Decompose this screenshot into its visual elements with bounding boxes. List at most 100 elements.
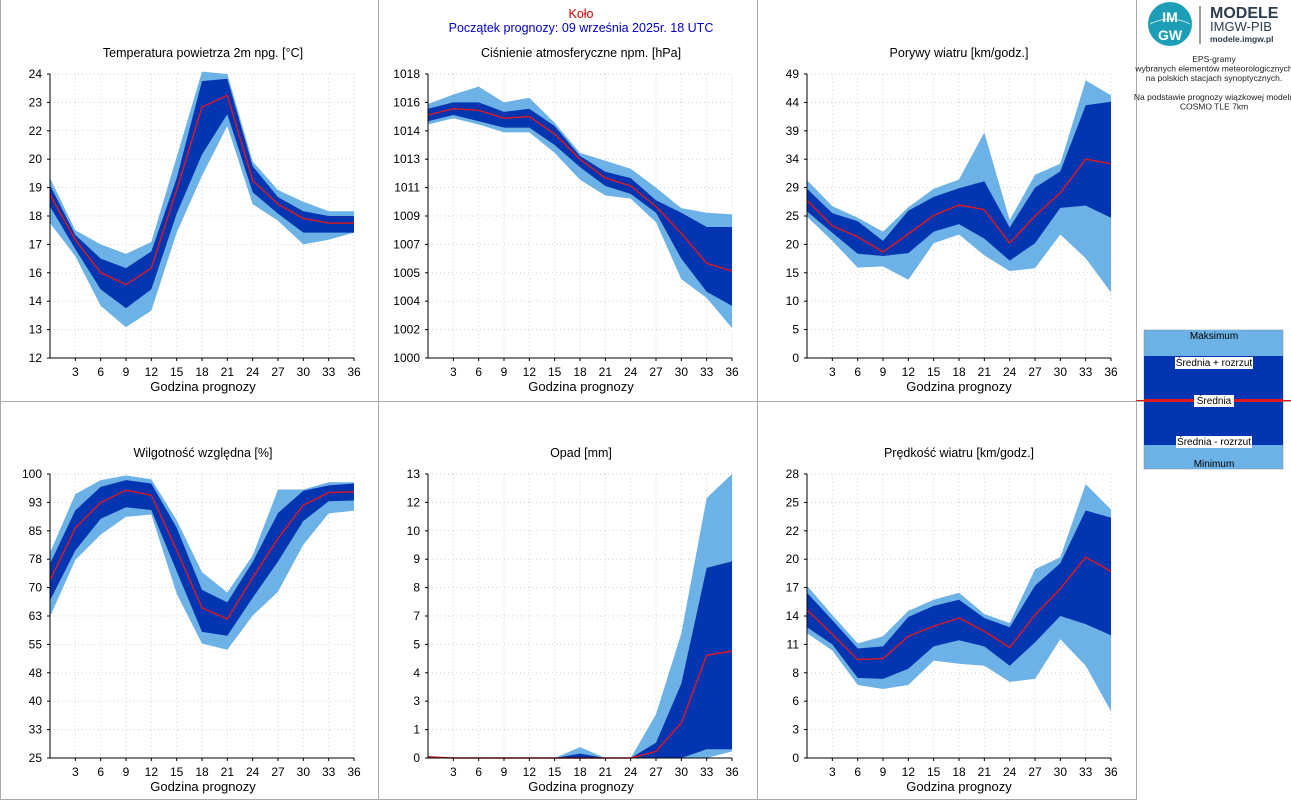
x-tick-label: 12 <box>145 765 159 779</box>
mean-line <box>49 489 355 620</box>
y-tick-label: 6 <box>792 694 799 708</box>
y-tick-label: 33 <box>29 723 43 737</box>
x-tick-label: 12 <box>145 365 159 379</box>
y-tick-label: 25 <box>786 495 800 509</box>
y-tick-label: 0 <box>792 351 799 365</box>
x-tick-label: 3 <box>72 765 79 779</box>
x-tick-label: 3 <box>829 365 836 379</box>
spread-band <box>50 480 354 636</box>
y-tick-label: 1013 <box>393 152 420 166</box>
x-tick-label: 30 <box>1054 365 1068 379</box>
y-tick-label: 10 <box>407 524 421 538</box>
y-tick-label: 13 <box>29 323 43 337</box>
y-tick-label: 7 <box>413 609 420 623</box>
x-tick-label: 15 <box>548 765 562 779</box>
x-tick-label: 9 <box>880 765 887 779</box>
legend: Maksimum Średnia + rozrzut Średnia Średn… <box>1136 329 1291 470</box>
x-tick-label: 21 <box>978 365 992 379</box>
y-tick-label: 44 <box>786 95 800 109</box>
chart-title: Opad [mm] <box>550 446 612 460</box>
y-tick-label: 23 <box>29 95 43 109</box>
legend-mean-plus-label: Średnia + rozrzut <box>1176 356 1253 369</box>
y-tick-label: 22 <box>29 124 43 138</box>
x-tick-label: 24 <box>624 765 638 779</box>
x-tick-label: 21 <box>221 765 235 779</box>
spread-band <box>807 101 1111 261</box>
x-tick-label: 18 <box>195 765 209 779</box>
x-tick-label: 3 <box>450 765 457 779</box>
mean-line <box>806 556 1112 661</box>
y-tick-label: 20 <box>786 237 800 251</box>
mean-line <box>427 107 733 272</box>
y-tick-label: 1007 <box>393 237 420 251</box>
x-tick-label: 15 <box>927 765 941 779</box>
y-tick-label: 0 <box>413 751 420 765</box>
y-tick-label: 3 <box>413 694 420 708</box>
x-tick-label: 24 <box>246 365 260 379</box>
legend-mean-label: Średnia <box>1197 394 1232 407</box>
y-tick-label: 1 <box>413 723 420 737</box>
x-tick-label: 6 <box>854 365 861 379</box>
x-tick-label: 27 <box>1028 365 1042 379</box>
x-axis-label: Godzina prognozy <box>906 779 1012 794</box>
y-tick-label: 11 <box>787 637 800 651</box>
x-tick-label: 18 <box>952 765 966 779</box>
spread-band <box>50 78 354 309</box>
y-tick-label: 12 <box>29 351 43 365</box>
side-info-line: EPS-gramy <box>1192 54 1236 64</box>
x-tick-label: 36 <box>725 365 739 379</box>
chart-panel: Temperatura powietrza 2m npg. [°C] 12 13 14… <box>29 46 361 394</box>
x-tick-label: 9 <box>501 365 508 379</box>
y-tick-label: 70 <box>29 581 43 595</box>
x-tick-label: 27 <box>649 365 663 379</box>
x-tick-label: 6 <box>854 765 861 779</box>
mean-line <box>806 158 1112 253</box>
y-tick-label: 1011 <box>394 181 420 195</box>
x-tick-label: 30 <box>1054 765 1068 779</box>
x-tick-label: 27 <box>271 765 285 779</box>
y-tick-label: 1005 <box>393 266 420 280</box>
chart-title: Porywy wiatru [km/godz.] <box>890 46 1029 60</box>
x-tick-label: 21 <box>221 365 235 379</box>
y-tick-label: 0 <box>792 751 799 765</box>
x-tick-label: 36 <box>347 365 361 379</box>
y-tick-label: 10 <box>786 294 800 308</box>
y-tick-label: 39 <box>786 124 800 138</box>
x-tick-label: 30 <box>297 365 311 379</box>
x-tick-label: 15 <box>170 765 184 779</box>
x-axis-label: Godzina prognozy <box>528 379 634 394</box>
y-tick-label: 3 <box>792 723 799 737</box>
y-tick-label: 1000 <box>393 351 420 365</box>
y-tick-label: 17 <box>786 581 800 595</box>
forecast-start: Początek prognozy: 09 września 2025r. 18… <box>449 21 714 35</box>
legend-max-label: Maksimum <box>1190 331 1238 342</box>
x-tick-label: 9 <box>123 765 130 779</box>
x-tick-label: 30 <box>675 765 689 779</box>
mean-line <box>49 94 354 286</box>
x-tick-label: 21 <box>978 765 992 779</box>
x-axis-label: Godzina prognozy <box>150 379 256 394</box>
y-tick-label: 19 <box>29 181 43 195</box>
y-tick-label: 55 <box>29 637 43 651</box>
y-tick-label: 22 <box>786 524 800 538</box>
y-tick-label: 1009 <box>393 209 420 223</box>
x-tick-label: 6 <box>475 365 482 379</box>
x-tick-label: 18 <box>195 365 209 379</box>
x-tick-label: 3 <box>450 365 457 379</box>
x-tick-label: 9 <box>501 765 508 779</box>
y-tick-label: 12 <box>407 495 421 509</box>
chart-panel: Ciśnienie atmosferyczne npm. [hPa] 1000 10… <box>393 46 739 394</box>
chart-panel: Prędkość wiatru [km/godz.]03681114172022… <box>786 446 1118 794</box>
x-tick-label: 6 <box>475 765 482 779</box>
side-info-line: COSMO TLE 7km <box>1180 102 1248 112</box>
x-tick-label: 3 <box>829 765 836 779</box>
y-tick-label: 20 <box>786 552 800 566</box>
x-tick-label: 33 <box>1079 365 1093 379</box>
x-tick-label: 30 <box>675 365 689 379</box>
x-tick-label: 33 <box>1079 765 1093 779</box>
chart-panel: Porywy wiatru [km/godz.]0510152025293439… <box>786 46 1118 394</box>
spread-band <box>807 510 1111 679</box>
logo-circle-icon <box>1148 2 1192 46</box>
